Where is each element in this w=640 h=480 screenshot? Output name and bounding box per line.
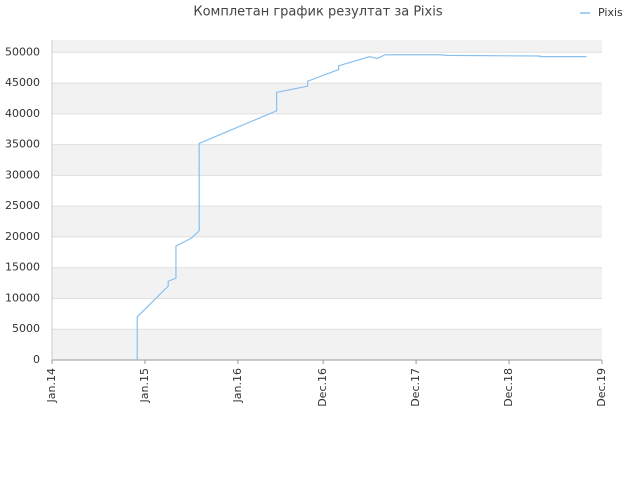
grid-band <box>52 40 602 53</box>
y-tick-label: 20000 <box>5 230 40 243</box>
grid-band <box>52 144 602 176</box>
x-tick-label: Dec.19 <box>595 368 608 407</box>
chart-title: Комплетан график резултат за Pixis <box>193 5 442 20</box>
x-tick-label: Jan.15 <box>138 368 151 403</box>
y-tick-label: 45000 <box>5 76 40 89</box>
y-tick-label: 25000 <box>5 199 40 212</box>
x-tick-label: Dec.18 <box>502 368 515 407</box>
y-tick-label: 35000 <box>5 138 40 151</box>
y-tick-label: 15000 <box>5 261 40 274</box>
grid-band <box>52 206 602 237</box>
y-tick-label: 0 <box>33 353 40 366</box>
legend-label: Pixis <box>598 6 623 19</box>
x-tick-label: Jan.14 <box>45 368 58 403</box>
x-tick-label: Dec.17 <box>409 368 422 407</box>
x-tick-label: Dec.16 <box>316 368 329 407</box>
grid-band <box>52 267 602 299</box>
x-tick-label: Jan.16 <box>231 368 244 403</box>
y-tick-label: 50000 <box>5 45 40 58</box>
y-tick-label: 5000 <box>12 322 40 335</box>
grid-band <box>52 83 602 114</box>
y-tick-label: 10000 <box>5 291 40 304</box>
y-tick-label: 30000 <box>5 168 40 181</box>
series-line <box>136 54 587 360</box>
grid-band <box>52 329 602 360</box>
y-tick-label: 40000 <box>5 107 40 120</box>
